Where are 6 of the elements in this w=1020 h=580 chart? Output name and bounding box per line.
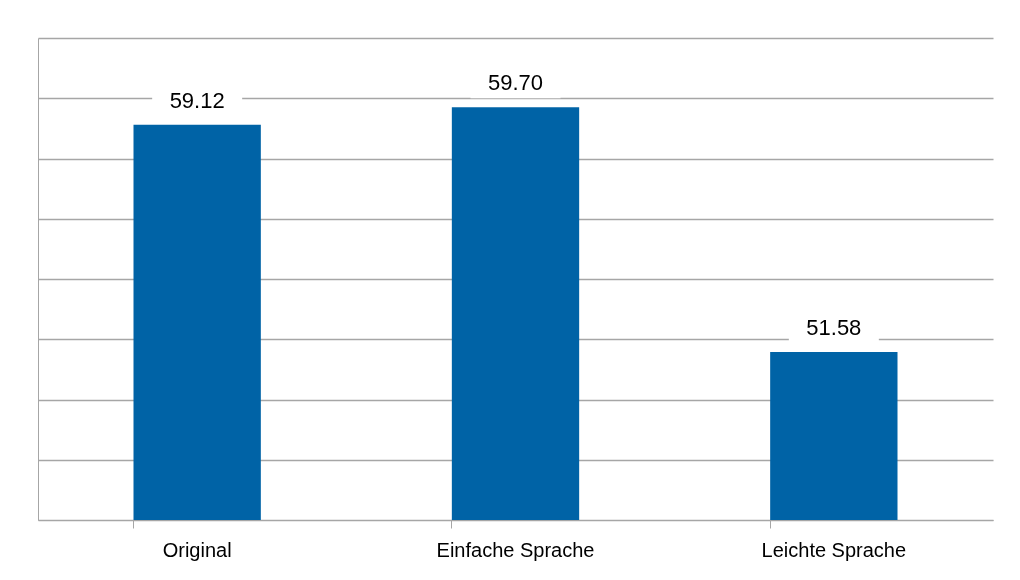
x-tick-label: Original: [162, 538, 232, 561]
x-tick-label: Leichte Sprache: [761, 538, 907, 561]
data-label: 59.70: [487, 70, 544, 96]
x-tick-label: Einfache Sprache: [436, 538, 595, 561]
data-label: 59.12: [169, 87, 225, 113]
data-label: 51.58: [806, 314, 862, 340]
